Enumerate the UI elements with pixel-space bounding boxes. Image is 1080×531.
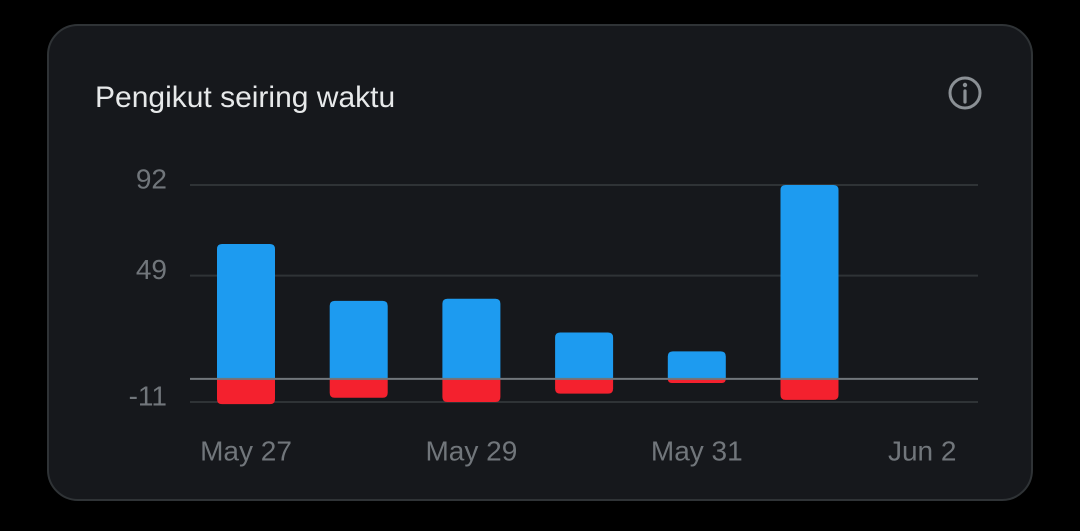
x-tick-label: May 27 [200, 435, 292, 466]
x-tick-label: May 31 [651, 435, 743, 466]
loss-bar [329, 378, 388, 398]
gain-bar [555, 332, 614, 379]
gain-bar [329, 300, 388, 379]
gain-bar [780, 185, 839, 379]
loss-bar [667, 378, 726, 384]
info-button[interactable] [948, 76, 982, 110]
gain-bar [217, 243, 275, 379]
y-tick-label: 49 [136, 254, 167, 285]
gain-bar [442, 298, 501, 379]
y-tick-label: -11 [129, 380, 167, 411]
loss-bar [217, 378, 275, 405]
x-tick-label: May 29 [425, 435, 517, 466]
loss-bar [442, 378, 501, 402]
loss-bar [780, 378, 839, 400]
x-tick-label: Jun 2 [888, 435, 957, 466]
gain-bar [667, 351, 726, 379]
loss-bar [555, 378, 614, 394]
chart-title: Pengikut seiring waktu [95, 81, 395, 114]
y-tick-label: 92 [136, 163, 167, 194]
